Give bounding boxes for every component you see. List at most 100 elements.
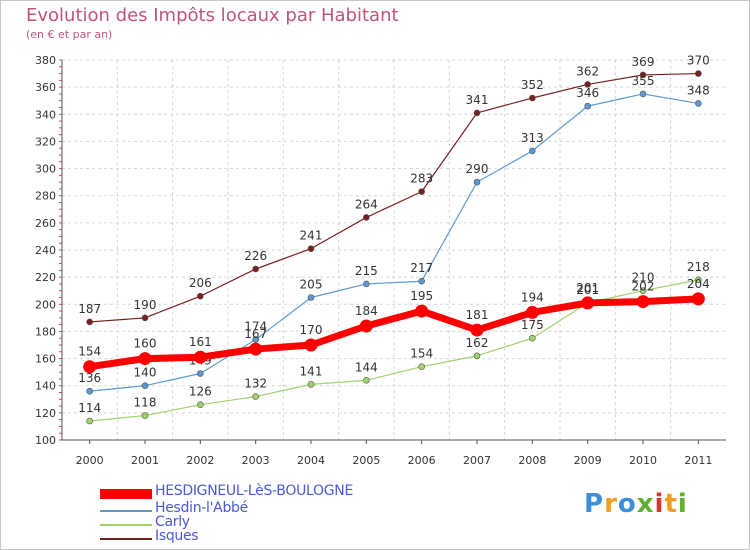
data-point [86, 387, 93, 395]
legend-label-isques: Isques [155, 528, 199, 544]
data-point [473, 352, 481, 360]
y-tick-label: 100 [35, 434, 56, 447]
data-point [307, 381, 315, 388]
y-tick-label: 160 [35, 353, 56, 366]
x-tick-label: 2007 [463, 454, 491, 467]
data-point [695, 276, 702, 284]
data-point [363, 280, 370, 288]
data-point [695, 70, 702, 77]
data-point [584, 81, 591, 88]
series-line-3 [89, 295, 699, 371]
data-label: 218 [687, 260, 710, 274]
legend-swatch-hesdigneul [100, 489, 152, 499]
y-tick-label: 240 [35, 244, 56, 257]
data-label: 370 [687, 54, 710, 68]
data-label: 313 [521, 131, 544, 145]
data-label: 369 [632, 55, 655, 69]
data-label: 140 [134, 366, 157, 380]
data-label: 195 [410, 289, 433, 303]
y-tick-label: 280 [35, 190, 56, 203]
chart-subtitle: (en € et par an) [26, 28, 113, 41]
y-tick-label: 180 [35, 325, 56, 338]
data-point [86, 417, 93, 425]
data-point [529, 147, 536, 155]
data-point [249, 342, 263, 356]
data-label: 118 [134, 396, 157, 410]
data-label: 204 [687, 277, 710, 291]
legend-label-hesdigneul: HESDIGNEUL-LèS-BOULOGNE [155, 483, 354, 499]
data-point [639, 71, 647, 79]
data-label: 184 [355, 304, 378, 318]
logo-letter: r [604, 489, 618, 519]
data-label: 160 [134, 337, 157, 351]
data-point [304, 338, 318, 352]
logo-letter: i [677, 489, 688, 519]
data-label: 201 [576, 281, 599, 295]
data-point [418, 277, 425, 285]
data-point [83, 360, 97, 374]
data-point [584, 102, 591, 110]
x-tick-label: 2001 [131, 454, 159, 467]
y-tick-label: 320 [35, 135, 56, 148]
x-tick-label: 2008 [518, 454, 546, 467]
data-point [193, 350, 207, 364]
data-point [141, 314, 149, 322]
data-label: 136 [78, 371, 101, 385]
data-label: 201 [576, 283, 599, 297]
data-label: 181 [466, 308, 489, 322]
data-label: 126 [189, 385, 212, 399]
y-tick-label: 260 [35, 217, 56, 230]
data-label: 114 [78, 401, 101, 415]
data-label: 154 [410, 347, 433, 361]
data-label: 187 [78, 302, 101, 316]
data-label: 362 [576, 64, 599, 78]
data-point [418, 188, 425, 195]
data-label: 132 [244, 377, 267, 391]
y-tick-label: 200 [35, 298, 56, 311]
logo-letter: x [636, 489, 655, 519]
data-point [415, 304, 429, 318]
x-tick-label: 2000 [76, 454, 104, 467]
data-label: 175 [521, 318, 544, 332]
y-tick-label: 220 [35, 271, 56, 284]
data-label: 144 [355, 360, 378, 374]
data-point [529, 94, 536, 102]
data-label: 141 [300, 364, 323, 378]
data-label: 167 [244, 327, 267, 341]
series-line-0 [89, 72, 699, 323]
x-tick-label: 2004 [297, 454, 325, 467]
proxiti-logo: Proxiti [584, 489, 688, 519]
data-label: 215 [355, 264, 378, 278]
data-point [636, 295, 650, 309]
data-label: 206 [189, 276, 212, 290]
data-point [141, 412, 149, 419]
legend-swatch-hesdin [100, 510, 152, 512]
data-point [473, 178, 481, 186]
data-label: 154 [78, 345, 101, 359]
data-label: 210 [632, 271, 655, 285]
y-tick-label: 300 [35, 163, 56, 176]
x-tick-label: 2006 [408, 454, 436, 467]
data-label: 202 [632, 280, 655, 294]
x-tick-label: 2011 [684, 454, 712, 467]
data-point [359, 319, 373, 333]
data-label: 205 [300, 278, 323, 292]
data-label: 264 [355, 197, 378, 211]
data-point [307, 245, 315, 252]
data-label: 194 [521, 290, 544, 304]
data-point [197, 370, 204, 377]
data-label: 348 [687, 83, 710, 97]
data-label: 352 [521, 78, 544, 92]
data-label: 170 [300, 323, 323, 337]
data-point [581, 296, 595, 310]
data-label: 283 [410, 172, 433, 186]
data-point [418, 363, 425, 371]
data-point [363, 376, 370, 384]
data-label: 161 [189, 335, 212, 349]
data-label: 190 [134, 298, 157, 312]
x-tick-label: 2010 [629, 454, 657, 467]
y-tick-label: 140 [35, 380, 56, 393]
data-point [252, 265, 259, 273]
data-point [138, 352, 152, 366]
